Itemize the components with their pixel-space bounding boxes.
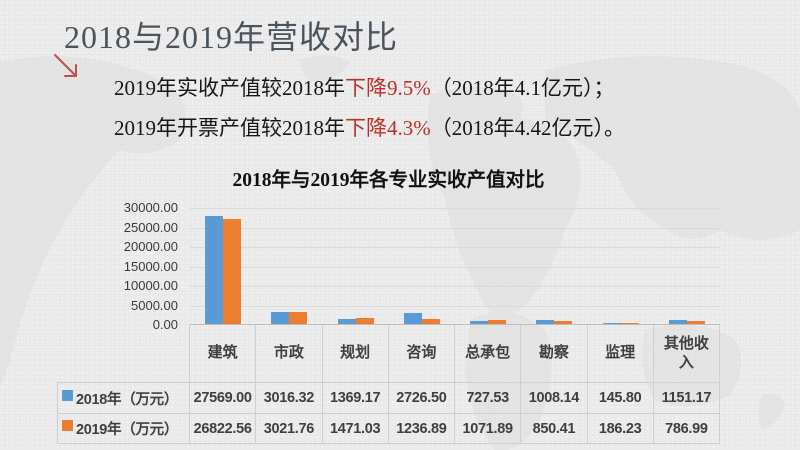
bar-group bbox=[190, 208, 256, 324]
bar-2018年（万元） bbox=[403, 313, 422, 324]
bar-2019年（万元） bbox=[686, 320, 705, 324]
bar-2018年（万元） bbox=[470, 321, 489, 324]
bar-group bbox=[323, 208, 389, 324]
bar-2019年（万元） bbox=[488, 319, 507, 324]
category-header: 其他收入 bbox=[654, 325, 720, 382]
body-line-1: 2019年实收产值较2018年下降9.5%（2018年4.1亿元）； bbox=[114, 72, 615, 102]
value-cell: 1471.03 bbox=[322, 413, 389, 444]
gridline bbox=[190, 227, 720, 229]
bar-group bbox=[588, 208, 654, 324]
line2-text: 2019年开票产值较2018年 bbox=[114, 116, 345, 140]
value-cell: 26822.56 bbox=[190, 413, 257, 444]
y-tick-label: 10000.00 bbox=[123, 278, 178, 293]
bar-2019年（万元） bbox=[620, 323, 639, 324]
category-header: 市政 bbox=[256, 325, 323, 382]
y-tick-label: 5000.00 bbox=[131, 297, 178, 313]
value-cell: 3021.76 bbox=[256, 413, 323, 444]
value-cell: 2726.50 bbox=[388, 382, 455, 413]
bar-chart: 2018年与2019年各专业实收产值对比 30000.00 25000.00 200… bbox=[57, 168, 720, 444]
value-cell: 27569.00 bbox=[190, 382, 257, 413]
value-cell: 786.99 bbox=[653, 413, 720, 444]
gridline bbox=[190, 208, 720, 209]
value-cell: 727.53 bbox=[455, 382, 522, 413]
series-row-label: 2019年（万元） bbox=[57, 413, 190, 444]
y-tick-label: 30000.00 bbox=[123, 200, 178, 215]
value-cell: 1071.89 bbox=[455, 413, 522, 444]
line2-highlight: 下降4.3% bbox=[345, 116, 431, 140]
bar-group bbox=[521, 208, 587, 324]
category-header: 咨询 bbox=[389, 325, 455, 382]
bar-group bbox=[455, 208, 521, 324]
bar-groups bbox=[190, 208, 720, 324]
value-cell: 145.80 bbox=[587, 382, 654, 413]
bar-2018年（万元） bbox=[271, 312, 290, 324]
slide-title: 2018与2019年营收对比 bbox=[64, 19, 399, 55]
category-header: 规划 bbox=[323, 325, 389, 382]
category-header: 监理 bbox=[588, 325, 654, 382]
line2-tail: （2018年4.42亿元）。 bbox=[430, 116, 625, 140]
y-tick-label: 0.00 bbox=[152, 317, 178, 332]
value-cell: 1008.14 bbox=[521, 382, 588, 413]
value-cell: 3016.32 bbox=[256, 382, 323, 413]
chart-plot-region: 30000.00 25000.00 20000.00 15000.00 10000.00… bbox=[57, 200, 720, 332]
bar-group bbox=[389, 208, 455, 324]
gridline bbox=[190, 286, 720, 287]
legend-swatch bbox=[62, 420, 73, 431]
y-tick-label: 25000.00 bbox=[123, 219, 178, 235]
value-cell: 1151.17 bbox=[653, 382, 720, 413]
gridline bbox=[190, 305, 720, 307]
bar-2018年（万元） bbox=[668, 319, 687, 324]
line1-tail: （2018年4.1亿元）； bbox=[430, 76, 615, 100]
bar-2019年（万元） bbox=[421, 319, 440, 324]
line1-highlight: 下降9.5% bbox=[345, 76, 431, 100]
category-header: 建筑 bbox=[190, 325, 257, 382]
bar-2018年（万元） bbox=[602, 323, 621, 324]
line1-text: 2019年实收产值较2018年 bbox=[114, 76, 345, 100]
series-row-label: 2018年（万元） bbox=[57, 382, 190, 413]
bar-group bbox=[256, 208, 322, 324]
category-header: 总承包 bbox=[455, 325, 522, 382]
bar-2019年（万元） bbox=[223, 219, 242, 324]
legend-swatch bbox=[62, 389, 73, 401]
chart-title: 2018年与2019年各专业实收产值对比 bbox=[232, 170, 545, 191]
bar-2018年（万元） bbox=[337, 318, 356, 324]
value-cell: 850.41 bbox=[521, 413, 588, 444]
plot-area bbox=[190, 208, 720, 325]
gridline bbox=[190, 247, 720, 248]
bar-group bbox=[654, 208, 720, 324]
down-right-arrow-icon bbox=[54, 54, 77, 77]
value-cell: 1236.89 bbox=[388, 413, 455, 444]
bar-2018年（万元） bbox=[205, 216, 224, 324]
bar-2019年（万元） bbox=[554, 320, 573, 324]
bar-2018年（万元） bbox=[536, 320, 555, 324]
body-line-2: 2019年开票产值较2018年下降4.3%（2018年4.42亿元）。 bbox=[114, 112, 625, 142]
table-corner-cell bbox=[57, 325, 190, 382]
value-cell: 186.23 bbox=[587, 413, 654, 444]
gridline bbox=[190, 266, 720, 268]
chart-data-table: 建筑 市政 规划 咨询 总承包 勘察 监理 其他收入 2018年（万元） 27569.00 3016… bbox=[57, 325, 720, 444]
bar-2019年（万元） bbox=[355, 318, 374, 324]
y-tick-label: 15000.00 bbox=[123, 258, 178, 274]
value-cell: 1369.17 bbox=[322, 382, 389, 413]
y-tick-label: 20000.00 bbox=[123, 239, 178, 254]
bar-2019年（万元） bbox=[289, 312, 308, 324]
y-axis-labels: 30000.00 25000.00 20000.00 15000.00 10000.00… bbox=[57, 200, 184, 332]
category-header: 勘察 bbox=[521, 325, 588, 382]
